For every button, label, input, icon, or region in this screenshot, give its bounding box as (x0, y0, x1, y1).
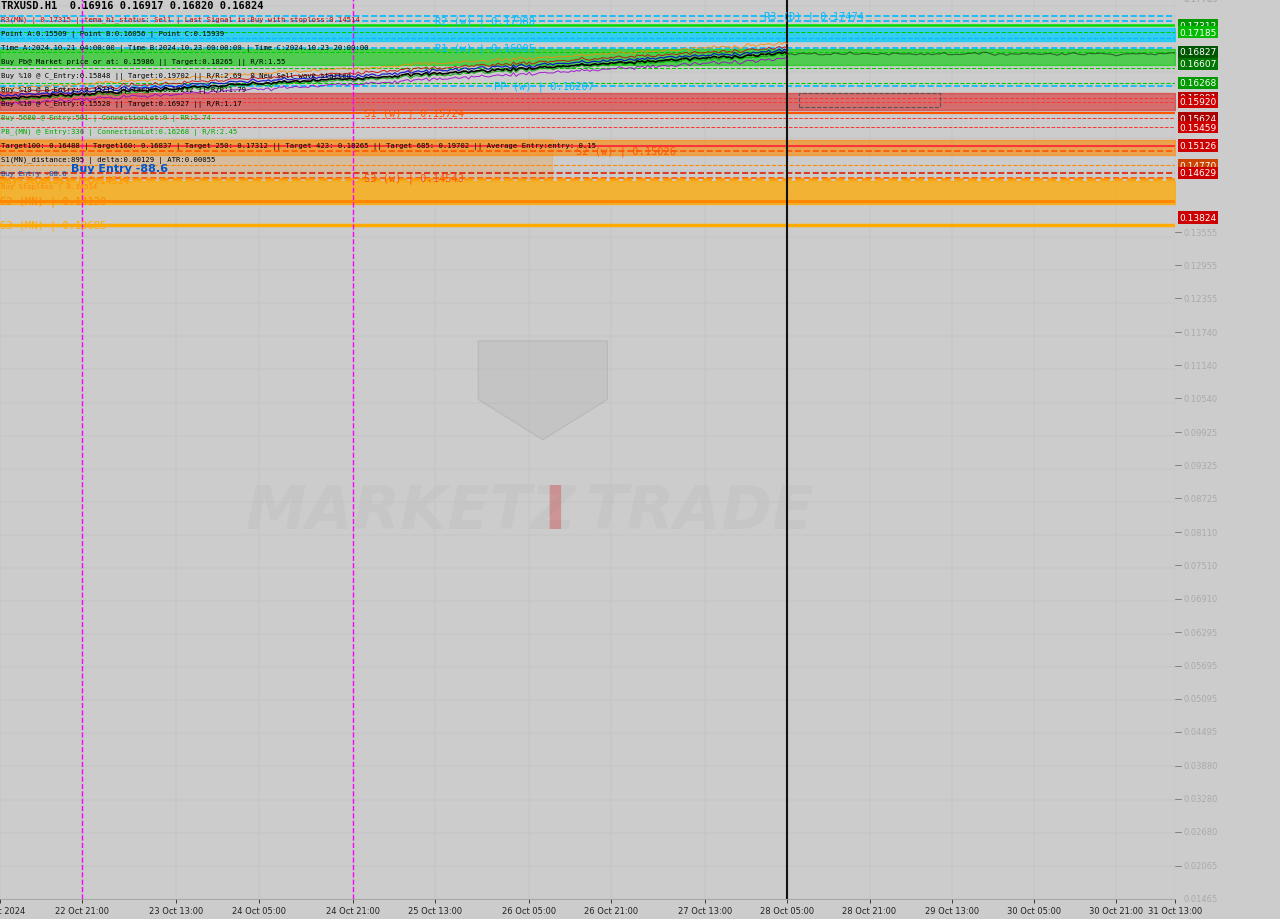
Text: 0.05695: 0.05695 (1184, 662, 1217, 670)
Text: 0.02680: 0.02680 (1184, 827, 1217, 836)
Text: 0.03880: 0.03880 (1184, 761, 1219, 770)
Text: Buy 5680 @ Entry:501 | ConnectionLot:0 | RR:1.74: Buy 5680 @ Entry:501 | ConnectionLot:0 |… (1, 115, 211, 121)
Text: 0.16827: 0.16827 (1179, 49, 1216, 57)
Text: 0.16607: 0.16607 (1179, 61, 1216, 69)
Text: S1(MN)_distance:895 | delta:0.00129 | ATR:0.00055: S1(MN)_distance:895 | delta:0.00129 | AT… (1, 156, 215, 164)
Text: PB_(MN) @ Entry:336 | ConnectionLot:0.16268 | R/R:2.45: PB_(MN) @ Entry:336 | ConnectionLot:0.16… (1, 129, 237, 135)
Text: 0.11740: 0.11740 (1184, 328, 1217, 337)
Text: 0.17312: 0.17312 (1179, 21, 1216, 30)
Text: Time A:2024.10.21 04:00:00 | Time B:2024.10.23 00:00:00 | Time C:2024.10.23 20:0: Time A:2024.10.21 04:00:00 | Time B:2024… (1, 45, 369, 52)
Text: Point A:0.15509 | Point B:0.16056 | Point C:0.15939: Point A:0.15509 | Point B:0.16056 | Poin… (1, 31, 224, 38)
Text: 0.14629: 0.14629 (1179, 169, 1216, 178)
Text: 0.15624: 0.15624 (1179, 115, 1216, 123)
Text: I: I (543, 482, 566, 542)
Text: S2 (MN) | 0.14120: S2 (MN) | 0.14120 (0, 197, 106, 207)
Text: Buy Stoploss | 0.14514: Buy Stoploss | 0.14514 (1, 184, 97, 191)
Text: Buy Pb@ Market price or at: 0.15986 || Target:0.18265 || R/R:1.55: Buy Pb@ Market price or at: 0.15986 || T… (1, 59, 285, 66)
Bar (799, 94, 940, 108)
Text: 0.15126: 0.15126 (1179, 142, 1216, 151)
Text: TRXUSD.H1  0.16916 0.16917 0.16820 0.16824: TRXUSD.H1 0.16916 0.16917 0.16820 0.1682… (1, 1, 264, 11)
Text: R3 (D) | 0.17474: R3 (D) | 0.17474 (764, 12, 864, 22)
Text: 0.02065: 0.02065 (1184, 861, 1217, 870)
Text: 0.11140: 0.11140 (1184, 361, 1217, 370)
Text: Buy %10 @ B_Entry: 0.15713 || Target:0.17212 || R/R:1.79: Buy %10 @ B_Entry: 0.15713 || Target:0.1… (1, 86, 246, 94)
Text: 0.04495: 0.04495 (1184, 728, 1217, 736)
Text: 0.08110: 0.08110 (1184, 528, 1217, 538)
Text: 0.07510: 0.07510 (1184, 562, 1217, 571)
Text: 0.10540: 0.10540 (1184, 394, 1217, 403)
Text: 0.06910: 0.06910 (1184, 595, 1217, 604)
Text: Buy %10 @ C_Entry:0.15528 || Target:0.16927 || R/R:1.17: Buy %10 @ C_Entry:0.15528 || Target:0.16… (1, 101, 242, 108)
Text: Buy Entry -88.6: Buy Entry -88.6 (70, 164, 168, 174)
Text: 0.09925: 0.09925 (1184, 428, 1217, 437)
Text: 0.17185: 0.17185 (1179, 28, 1216, 38)
Text: 0.09325: 0.09325 (1184, 461, 1217, 471)
Text: PP (w) | 0.16207: PP (w) | 0.16207 (494, 82, 594, 92)
Text: Buy Entry -88.6: Buy Entry -88.6 (1, 170, 67, 176)
Text: Buy Stoploss | 0.14514: Buy Stoploss | 0.14514 (0, 175, 129, 186)
Text: R3(MN) | 0.17315 | tema_h1_status: Sell | Last Signal is:Buy with stoploss:0.145: R3(MN) | 0.17315 | tema_h1_status: Sell … (1, 17, 360, 24)
Text: 0.05095: 0.05095 (1184, 695, 1217, 703)
Text: 0.14770: 0.14770 (1179, 162, 1216, 171)
Text: S3 (MN) | 0.13685: S3 (MN) | 0.13685 (0, 221, 106, 231)
Text: 0.01465: 0.01465 (1184, 894, 1217, 903)
Text: Target100: 0.16488 | Target160: 0.16837 | Target 250: 0.17312 || Target 423: 0.1: Target100: 0.16488 | Target160: 0.16837 … (1, 142, 596, 150)
Text: S2 (w) | 0.15026: S2 (w) | 0.15026 (576, 147, 676, 157)
Text: 0.12355: 0.12355 (1184, 295, 1217, 303)
Text: 0.06295: 0.06295 (1184, 629, 1217, 637)
Text: 0.17785: 0.17785 (1184, 0, 1219, 5)
Text: 0.13824: 0.13824 (1179, 213, 1216, 222)
Text: S1 (w) | 0.15724: S1 (w) | 0.15724 (365, 108, 465, 119)
Text: 0.08725: 0.08725 (1184, 494, 1217, 504)
Text: 0.17785: 0.17785 (1184, 0, 1219, 5)
Text: 0.15991: 0.15991 (1179, 95, 1216, 103)
Text: 0.03280: 0.03280 (1184, 794, 1217, 803)
Text: R2 (w) | 0.17388: R2 (w) | 0.17388 (435, 17, 535, 27)
Text: 0.16268: 0.16268 (1179, 79, 1216, 88)
Text: 0.15459: 0.15459 (1179, 123, 1216, 132)
Polygon shape (479, 342, 608, 440)
Text: 0.15920: 0.15920 (1179, 98, 1216, 108)
Text: TRADE: TRADE (585, 482, 814, 542)
Text: Buy %10 @ C_Entry:0.15848 || Target:0.19702 || R/R:2.69  0 New Sell wave started: Buy %10 @ C_Entry:0.15848 || Target:0.19… (1, 73, 351, 80)
Text: 0.12955: 0.12955 (1184, 262, 1217, 270)
Text: R1 (w) | 0.16905: R1 (w) | 0.16905 (435, 43, 535, 53)
Text: MARKETZ: MARKETZ (246, 482, 576, 542)
Text: S3 (w) | 0.14543: S3 (w) | 0.14543 (365, 174, 465, 184)
Text: 0.13555: 0.13555 (1184, 229, 1217, 237)
